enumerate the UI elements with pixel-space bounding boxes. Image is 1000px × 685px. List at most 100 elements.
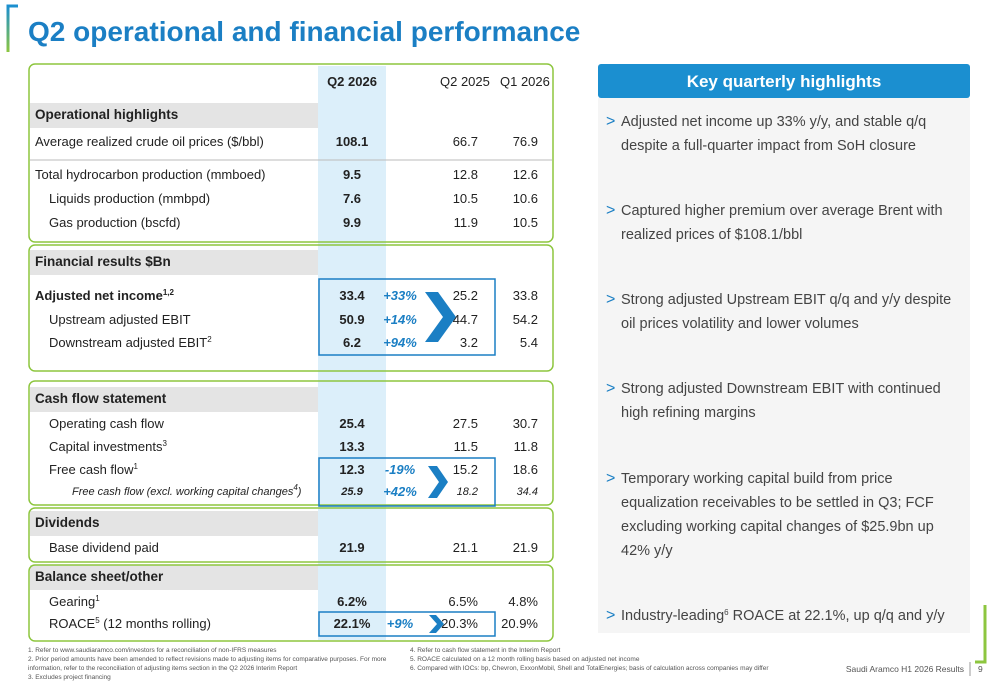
value-q2-2026: 22.1% <box>333 616 371 631</box>
section-heading: Financial results $Bn <box>35 254 171 269</box>
label-sup: 5 <box>95 616 100 625</box>
highlight-text-part: ROACE at 22.1%, up q/q and y/y <box>728 608 945 624</box>
value-q2-2026: 9.9 <box>342 215 362 230</box>
value-q2-2025: 44.7 <box>452 312 478 327</box>
label-text: Capital investments <box>49 439 163 454</box>
value-q2-2025: 18.2 <box>456 486 478 498</box>
label-text: (12 months rolling) <box>99 616 211 631</box>
row-label: Total hydrocarbon production (mmboed) <box>35 167 266 183</box>
highlight-text: Strong adjusted Upstream EBIT q/q and y/… <box>621 288 961 336</box>
label-text: Upstream adjusted EBIT <box>49 312 191 327</box>
value-q1-2026: 18.6 <box>512 462 538 477</box>
row-label: Downstream adjusted EBIT2 <box>49 335 212 351</box>
label-text: Average realized crude oil prices ($/bbl… <box>35 134 264 149</box>
label-sup: 2 <box>207 335 212 344</box>
highlight-text: Strong adjusted Downstream EBIT with con… <box>621 377 961 425</box>
row-label: Adjusted net income1,2 <box>35 288 174 304</box>
value-q2-2025: 11.5 <box>453 439 478 454</box>
row-label: Liquids production (mmbpd) <box>49 191 210 207</box>
value-q2-2026: 13.3 <box>339 439 365 454</box>
highlight-text-part: Captured higher premium over average Bre… <box>621 203 943 243</box>
bullet-arrow: > <box>606 113 616 130</box>
label-text: Downstream adjusted EBIT <box>49 335 208 350</box>
value-q1-2026: 5.4 <box>519 335 538 350</box>
footnote: 4. Refer to cash flow statement in the I… <box>410 647 561 654</box>
value-q1-2026: 76.9 <box>512 134 538 149</box>
value-q1-2026: 10.5 <box>512 215 538 230</box>
value-q2-2026: 9.5 <box>342 167 362 182</box>
label-sup: 1 <box>133 462 138 471</box>
value-q1-2026: 30.7 <box>512 416 538 431</box>
value-q2-2026: 25.9 <box>341 486 363 498</box>
section-heading: Dividends <box>35 515 100 530</box>
value-q2-2025: 15.2 <box>452 462 478 477</box>
row-label: Average realized crude oil prices ($/bbl… <box>35 134 264 150</box>
value-q2-2026: 108.1 <box>335 134 369 149</box>
footnote: 6. Compared with IOCs: bp, Chevron, Exxo… <box>410 665 769 672</box>
highlight-column <box>318 66 386 640</box>
row-label: Base dividend paid <box>49 540 159 556</box>
label-text: Gearing <box>49 594 96 609</box>
change: +14% <box>383 312 417 327</box>
value-q1-2026: 34.4 <box>516 486 538 498</box>
value-q2-2025: 6.5% <box>448 594 478 609</box>
heading-bands <box>30 103 318 590</box>
value-q2-2025: 21.1 <box>452 540 478 555</box>
footnote: 2. Prior period amounts have been amende… <box>28 656 387 672</box>
chevrons <box>425 292 456 633</box>
label-text: ROACE <box>49 616 96 631</box>
page-number: 9 <box>978 664 983 674</box>
value-q2-2025: 11.9 <box>453 215 478 230</box>
value-q1-2026: 21.9 <box>512 540 538 555</box>
row-label: Free cash flow1 <box>49 462 138 478</box>
label-text: Base dividend paid <box>49 540 159 555</box>
bullet-arrow: > <box>606 470 616 487</box>
row-label: Free cash flow (excl. working capital ch… <box>72 484 301 500</box>
value-q1-2026: 12.6 <box>512 167 538 182</box>
value-q2-2026: 12.3 <box>339 462 365 477</box>
highlight-text: Adjusted net income up 33% y/y, and stab… <box>621 110 961 158</box>
row-label: Operating cash flow <box>49 416 164 432</box>
label-text: ) <box>297 486 302 498</box>
label-text: Adjusted net income <box>35 288 163 303</box>
label-text: Free cash flow <box>49 462 134 477</box>
section-heading: Operational highlights <box>35 107 179 122</box>
value-q1-2026: 33.8 <box>512 288 538 303</box>
footer-text: Saudi Aramco H1 2026 Results <box>845 664 964 674</box>
column-header: Q2 2026 <box>327 74 377 89</box>
value-q1-2026: 54.2 <box>512 312 538 327</box>
bullet-arrow: > <box>606 380 616 397</box>
value-q2-2026: 25.4 <box>339 416 365 431</box>
highlights-title: Key quarterly highlights <box>686 72 882 91</box>
label-sup: 1,2 <box>162 288 174 297</box>
column-header: Q2 2025 <box>440 74 490 89</box>
highlights-panel <box>598 98 970 633</box>
change: +94% <box>383 335 417 350</box>
value-q2-2025: 25.2 <box>452 288 478 303</box>
footnote: 1. Refer to www.saudiaramco.com/investor… <box>28 647 277 654</box>
change: +9% <box>386 616 414 631</box>
section-borders <box>28 63 554 642</box>
highlight-text-part: Strong adjusted Upstream EBIT q/q and y/… <box>621 292 952 332</box>
row-label: Gearing1 <box>49 594 100 610</box>
change: +42% <box>383 484 417 499</box>
label-text: Total hydrocarbon production (mmboed) <box>35 167 266 182</box>
compare-boxes <box>318 278 496 637</box>
highlights-header-bar <box>598 64 970 98</box>
label-sup: 1 <box>95 594 100 603</box>
value-q2-2025: 12.8 <box>452 167 478 182</box>
row-label: ROACE5 (12 months rolling) <box>49 616 211 632</box>
value-q1-2026: 11.8 <box>513 439 538 454</box>
highlight-text-part: Strong adjusted Downstream EBIT with con… <box>621 381 941 421</box>
value-q2-2026: 7.6 <box>342 191 362 206</box>
value-q2-2026: 6.2% <box>337 594 367 609</box>
value-q2-2025: 27.5 <box>452 416 478 431</box>
highlight-text-part: Adjusted net income up 33% y/y, and stab… <box>621 114 927 154</box>
column-header: Q1 2026 <box>500 74 550 89</box>
highlight-text: Temporary working capital build from pri… <box>621 467 961 563</box>
value-q1-2026: 10.6 <box>512 191 538 206</box>
value-q2-2026: 33.4 <box>339 288 365 303</box>
label-sup: 4 <box>293 483 298 492</box>
value-q2-2025: 66.7 <box>452 134 478 149</box>
bullet-arrow: > <box>606 202 616 219</box>
